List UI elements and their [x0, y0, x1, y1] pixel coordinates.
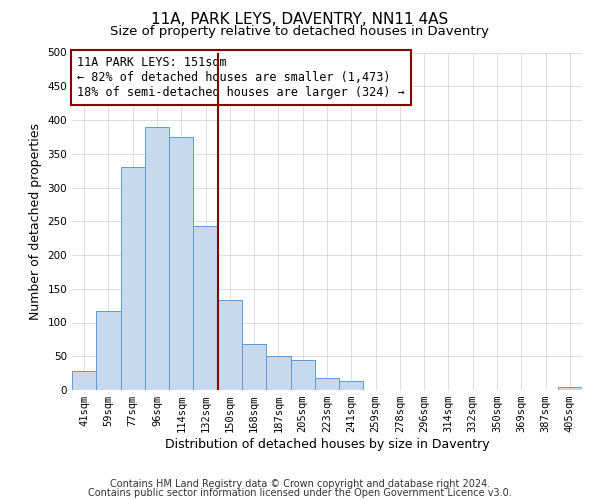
Bar — [218, 300, 242, 390]
Bar — [121, 167, 145, 390]
Bar — [315, 378, 339, 390]
Bar — [266, 356, 290, 390]
Bar — [339, 381, 364, 390]
Bar — [193, 226, 218, 390]
Text: 11A PARK LEYS: 151sqm
← 82% of detached houses are smaller (1,473)
18% of semi-d: 11A PARK LEYS: 151sqm ← 82% of detached … — [77, 56, 405, 99]
Bar — [558, 386, 582, 390]
Bar — [72, 371, 96, 390]
X-axis label: Distribution of detached houses by size in Daventry: Distribution of detached houses by size … — [164, 438, 490, 451]
Y-axis label: Number of detached properties: Number of detached properties — [29, 122, 42, 320]
Text: Size of property relative to detached houses in Daventry: Size of property relative to detached ho… — [110, 25, 490, 38]
Text: Contains public sector information licensed under the Open Government Licence v3: Contains public sector information licen… — [88, 488, 512, 498]
Bar — [242, 344, 266, 390]
Bar — [169, 137, 193, 390]
Bar — [145, 126, 169, 390]
Bar — [96, 311, 121, 390]
Text: 11A, PARK LEYS, DAVENTRY, NN11 4AS: 11A, PARK LEYS, DAVENTRY, NN11 4AS — [151, 12, 449, 28]
Bar — [290, 360, 315, 390]
Text: Contains HM Land Registry data © Crown copyright and database right 2024.: Contains HM Land Registry data © Crown c… — [110, 479, 490, 489]
